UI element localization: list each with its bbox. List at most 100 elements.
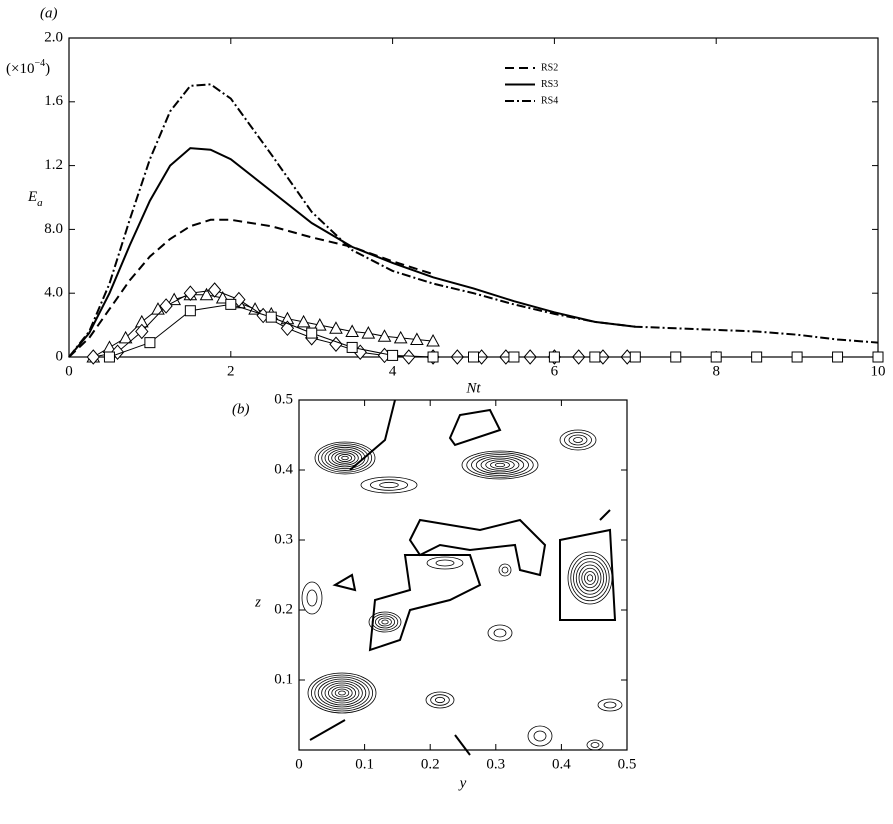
contour-ring (317, 678, 367, 708)
contour-ring (369, 479, 409, 491)
contour-ring (568, 434, 588, 446)
triangle-marker (410, 332, 424, 345)
triangle-marker (167, 292, 182, 306)
x-tick-label: 0.1 (355, 756, 374, 772)
contour-ring (314, 441, 376, 475)
contour-ring (490, 461, 510, 469)
contour-ring (341, 455, 349, 461)
diamond-marker (183, 285, 198, 301)
square-marker (832, 351, 844, 363)
contour-ring (573, 558, 607, 598)
triangle-marker (361, 326, 376, 339)
triangle-marker (296, 314, 311, 328)
contour-ring (334, 452, 356, 464)
contour-ring (327, 448, 363, 468)
series-line (109, 303, 878, 358)
contour-ring (338, 690, 346, 696)
contour-ring (434, 696, 446, 704)
y-unit-part: (×10 (6, 61, 34, 77)
contour-ring (471, 454, 529, 476)
contour-ring (374, 615, 395, 629)
legend-label: RS2 (541, 62, 558, 73)
diamond-marker (207, 282, 222, 298)
contour-ring (461, 450, 539, 480)
contour-ring (321, 445, 369, 471)
legend-label: RS4 (541, 95, 558, 106)
x-tick-label: 0.2 (421, 756, 440, 772)
contours (301, 429, 623, 751)
x-tick-label: 0 (295, 756, 303, 772)
series-line (68, 147, 636, 358)
triangle-marker (329, 321, 343, 334)
contour-ring (527, 725, 553, 747)
contour-ring (501, 566, 509, 574)
contour-ring (494, 462, 506, 468)
triangle-marker (377, 329, 392, 342)
square-marker (306, 327, 318, 339)
y-tick-label: 2.0 (44, 29, 63, 45)
y-tick-label: 0 (56, 348, 64, 364)
x-tick-label: 0 (65, 363, 73, 379)
contour-ring (430, 694, 450, 706)
diamond-marker (135, 323, 149, 340)
contour-ring (466, 452, 534, 478)
diamond-marker (86, 349, 100, 365)
square-marker (548, 351, 560, 363)
y-tick-label: 4.0 (44, 285, 63, 301)
x-tick-label: 0.5 (618, 756, 637, 772)
square-marker (589, 351, 601, 363)
contour-ring (597, 698, 623, 712)
diamond-marker (159, 298, 173, 314)
contour-ring (603, 701, 617, 709)
square-marker (872, 351, 884, 363)
contour-ring (321, 680, 363, 706)
contour-ring (360, 476, 418, 494)
contour-ring (368, 611, 402, 633)
square-marker (265, 311, 277, 323)
panel-label: (b) (232, 401, 250, 417)
triangle-marker (199, 287, 214, 301)
square-marker (629, 351, 641, 363)
square-marker (387, 349, 399, 361)
y-tick-label: 8.0 (44, 221, 63, 237)
contour-ring (584, 571, 596, 585)
series-line (68, 218, 434, 358)
square-marker (346, 341, 358, 353)
contour-ring (324, 682, 360, 704)
y-unit-part: ) (45, 61, 50, 77)
triangle-marker (345, 324, 359, 337)
y-tick-label: 0.3 (274, 531, 293, 547)
triangle-marker (118, 330, 133, 344)
diamond-marker (402, 349, 416, 365)
contour-ring (327, 684, 356, 702)
contour-ring (475, 455, 525, 475)
contour-ring (575, 561, 605, 595)
contour-ring (331, 450, 359, 466)
contour-ring (590, 742, 600, 748)
x-axis-label: y (458, 775, 467, 791)
x-tick-label: 4 (389, 363, 397, 379)
contour-ring (586, 739, 604, 751)
contour-ring (570, 554, 610, 602)
y-tick-label: 0.4 (274, 461, 293, 477)
zero-contour (309, 399, 617, 756)
triangle-marker (426, 334, 440, 347)
contour-ring (435, 559, 455, 567)
x-tick-label: 8 (712, 363, 720, 379)
x-tick-label: 6 (551, 363, 559, 379)
contour-ring (306, 589, 318, 607)
contour-ring (487, 624, 513, 642)
contour-ring (426, 556, 464, 570)
x-tick-label: 2 (227, 363, 235, 379)
y-tick-label: 0.5 (274, 391, 293, 407)
contour-ring (581, 567, 599, 589)
contour-ring (567, 551, 613, 605)
diamond-marker (329, 336, 343, 353)
contour-ring (493, 628, 507, 638)
y-tick-label: 1.2 (44, 157, 63, 173)
contour-ring (559, 429, 597, 451)
contour-ring (331, 686, 353, 700)
y-label-sub: a (37, 197, 43, 209)
contour-ring (379, 481, 399, 489)
